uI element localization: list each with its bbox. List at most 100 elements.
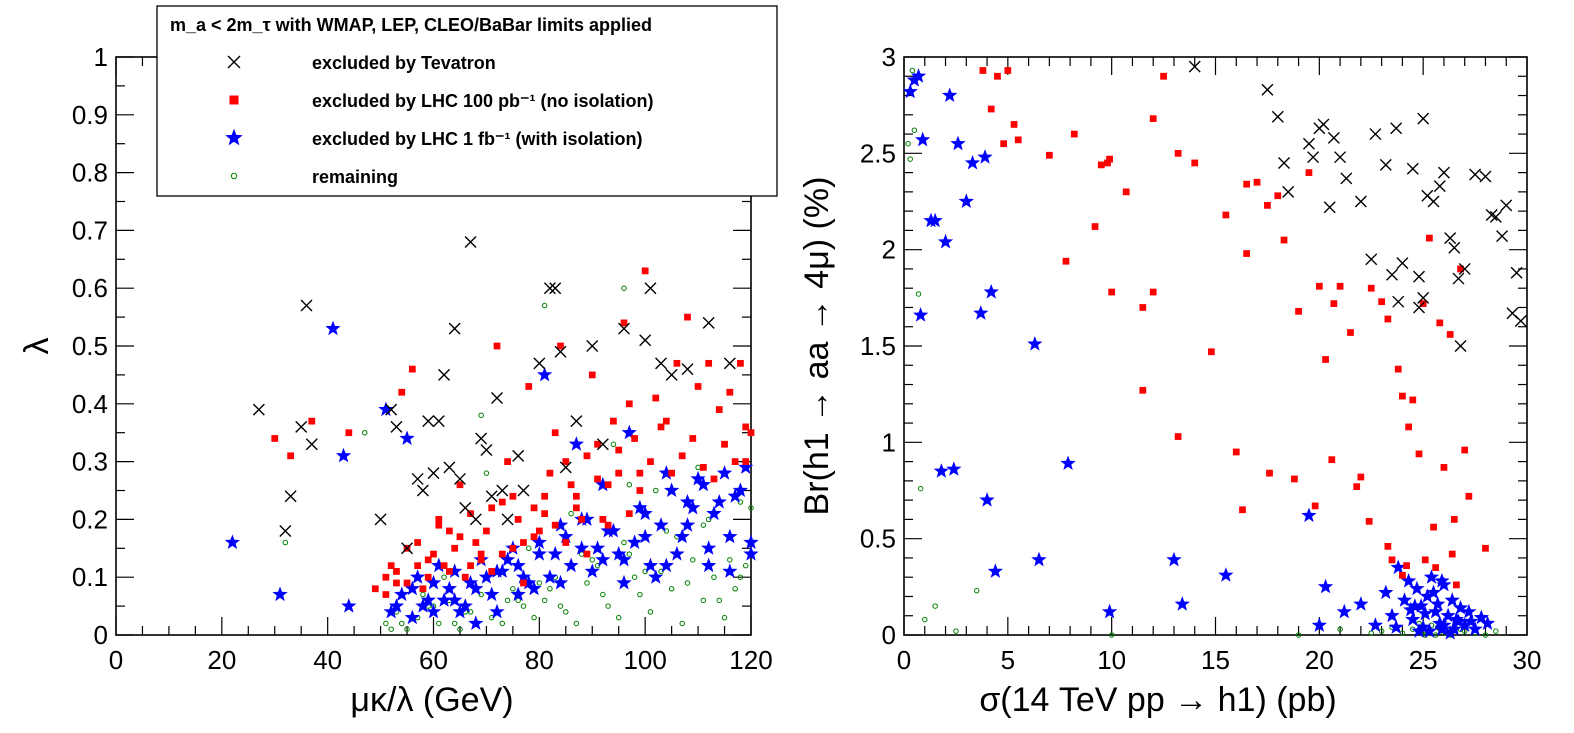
data-point-cross: [1433, 180, 1446, 193]
data-point-star: [1174, 596, 1190, 611]
data-point-circle: [700, 522, 707, 528]
data-point-star: [341, 598, 357, 613]
data-point-square: [647, 458, 654, 465]
data-point-circle: [973, 587, 980, 594]
data-point-circle: [589, 557, 595, 563]
data-point-star: [1401, 573, 1417, 588]
data-point-cross: [702, 316, 715, 329]
data-point-circle: [917, 485, 924, 492]
data-point-star: [1060, 455, 1076, 470]
data-point-cross: [1444, 232, 1457, 245]
data-point-cross: [596, 438, 609, 451]
data-point-star: [987, 563, 1003, 578]
data-point-cross: [300, 299, 313, 312]
data-point-circle: [436, 620, 442, 627]
data-point-cross: [1390, 122, 1403, 135]
data-point-star: [605, 522, 622, 538]
data-point-circle: [510, 586, 516, 592]
x-tick-label: 20: [1305, 645, 1334, 675]
data-point-square: [625, 400, 633, 408]
series-cross: [1188, 60, 1527, 352]
data-point-star: [1409, 580, 1425, 596]
x-tick-label: 0: [109, 645, 123, 675]
data-point-star: [447, 563, 463, 578]
data-point-square: [271, 435, 279, 442]
data-point-square: [1399, 392, 1406, 400]
data-point-cross: [501, 513, 514, 526]
data-point-circle: [282, 539, 289, 546]
data-point-star: [574, 540, 590, 555]
data-point-star: [958, 193, 974, 208]
data-point-star: [425, 574, 442, 590]
data-point-star: [1457, 617, 1473, 632]
data-point-square: [678, 452, 686, 460]
data-point-square: [1448, 550, 1456, 558]
series-circle: [905, 67, 1499, 638]
data-point-square: [1291, 475, 1298, 483]
data-point-cross: [1479, 170, 1492, 183]
data-point-cross: [1454, 340, 1467, 352]
data-point-star: [743, 534, 759, 549]
data-point-cross: [533, 357, 546, 370]
data-point-square: [1280, 236, 1288, 244]
data-point-cross: [1188, 60, 1201, 73]
data-point-circle: [520, 603, 527, 609]
data-point-star: [489, 603, 505, 619]
data-point-cross: [1365, 253, 1378, 266]
data-point-square: [1004, 67, 1012, 74]
x-tick-label: 25: [1409, 645, 1438, 675]
data-point-star: [679, 517, 696, 532]
data-point-star: [679, 494, 696, 509]
data-point-square: [1446, 331, 1454, 338]
data-point-square: [573, 492, 580, 500]
data-point-circle: [668, 586, 675, 592]
data-point-cross: [252, 403, 265, 416]
data-point-square: [398, 388, 406, 396]
x-tick-label: 30: [1513, 645, 1542, 675]
data-point-star: [1367, 617, 1384, 632]
series-cross: [252, 235, 736, 555]
data-point-square: [1365, 517, 1373, 525]
data-point-cross: [655, 357, 668, 370]
data-point-star: [653, 517, 669, 532]
data-point-square: [1426, 234, 1433, 242]
data-point-square: [408, 365, 416, 373]
data-point-cross: [448, 322, 461, 335]
data-point-square: [520, 579, 527, 587]
data-point-star: [690, 470, 706, 486]
data-point-star: [515, 569, 532, 584]
data-point-cross: [1448, 241, 1461, 254]
data-point-circle: [594, 562, 601, 569]
y-tick-label: 3: [882, 42, 896, 72]
y-tick-label: 0.7: [72, 215, 108, 245]
data-point-square: [1253, 178, 1261, 186]
data-point-square: [1403, 562, 1410, 570]
data-point-cross: [639, 334, 652, 347]
data-point-star: [685, 499, 701, 515]
data-point-star: [950, 135, 966, 151]
data-point-star: [1417, 605, 1433, 621]
data-point-circle: [547, 586, 553, 592]
data-point-square: [1070, 130, 1078, 138]
data-point-circle: [605, 603, 611, 609]
data-point-circle: [478, 412, 484, 419]
data-point-square: [1108, 288, 1116, 296]
data-point-square: [287, 452, 294, 460]
data-point-square: [631, 435, 638, 442]
data-point-star: [1430, 596, 1446, 611]
data-point-star: [1432, 615, 1448, 630]
data-point-square: [979, 67, 987, 74]
data-point-cross: [1317, 118, 1330, 131]
data-point-cross: [411, 472, 424, 485]
data-point-square: [562, 539, 570, 546]
data-point-square: [1322, 356, 1329, 363]
data-point-cross: [1500, 199, 1513, 212]
data-point-star: [383, 603, 399, 619]
data-point-star: [1440, 607, 1456, 623]
data-point-square: [1384, 315, 1392, 323]
data-point-square: [1243, 250, 1251, 257]
data-point-star: [1101, 603, 1118, 619]
data-point-square: [994, 72, 1001, 80]
data-point-star: [701, 557, 717, 573]
data-point-circle: [922, 616, 928, 623]
